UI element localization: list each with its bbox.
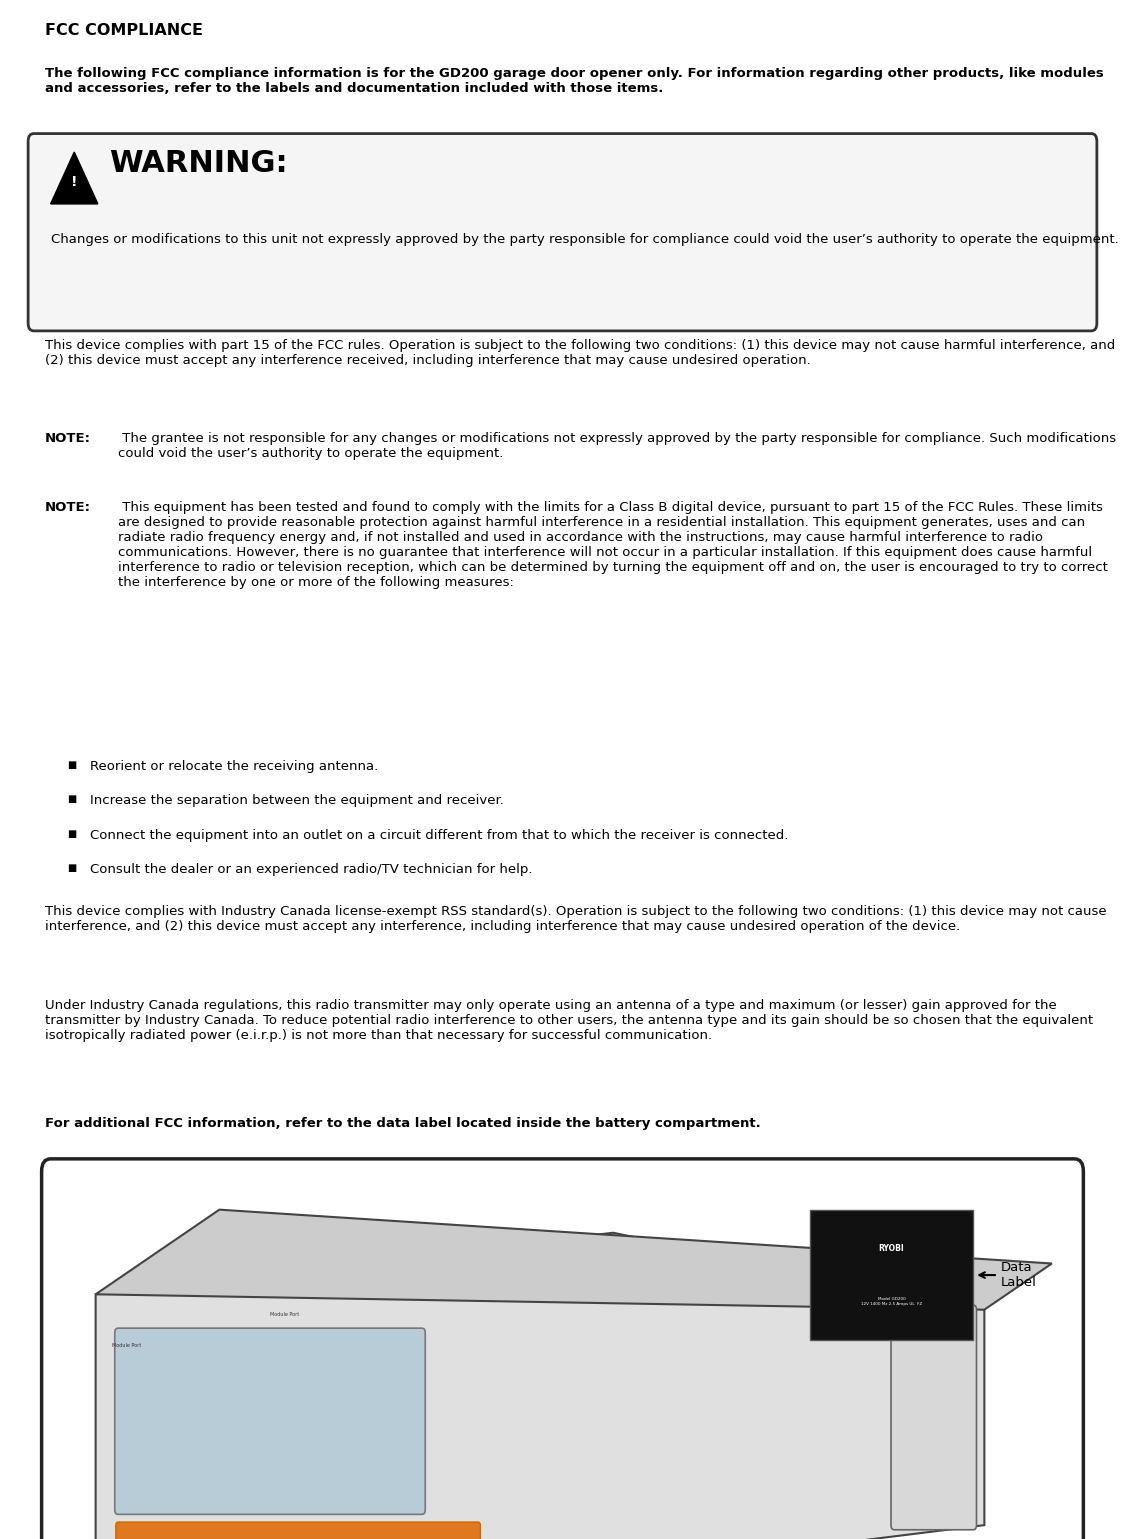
- Text: NOTE:: NOTE:: [45, 432, 91, 445]
- Text: ■: ■: [68, 863, 76, 873]
- Text: ■: ■: [68, 760, 76, 770]
- Text: Module Port: Module Port: [270, 1313, 299, 1317]
- Text: ■: ■: [68, 828, 76, 839]
- Text: Increase the separation between the equipment and receiver.: Increase the separation between the equi…: [90, 794, 504, 806]
- Polygon shape: [51, 152, 98, 205]
- Text: The grantee is not responsible for any changes or modifications not expressly ap: The grantee is not responsible for any c…: [118, 432, 1116, 460]
- Text: This device complies with part 15 of the FCC rules. Operation is subject to the : This device complies with part 15 of the…: [45, 339, 1115, 366]
- Polygon shape: [96, 1233, 984, 1539]
- Text: This equipment has been tested and found to comply with the limits for a Class B: This equipment has been tested and found…: [118, 502, 1108, 589]
- Text: Data
Label: Data Label: [1001, 1260, 1037, 1290]
- Text: Connect the equipment into an outlet on a circuit different from that to which t: Connect the equipment into an outlet on …: [90, 828, 789, 842]
- FancyBboxPatch shape: [810, 1210, 973, 1340]
- Text: FCC COMPLIANCE: FCC COMPLIANCE: [45, 23, 202, 38]
- FancyBboxPatch shape: [115, 1328, 425, 1514]
- Text: Consult the dealer or an experienced radio/TV technician for help.: Consult the dealer or an experienced rad…: [90, 863, 532, 876]
- Text: The following FCC compliance information is for the GD200 garage door opener onl: The following FCC compliance information…: [45, 68, 1104, 95]
- Text: Under Industry Canada regulations, this radio transmitter may only operate using: Under Industry Canada regulations, this …: [45, 999, 1094, 1042]
- FancyBboxPatch shape: [116, 1522, 480, 1539]
- Text: Model GD200
12V 1400 Mz 2.5 Amps UL  FZ: Model GD200 12V 1400 Mz 2.5 Amps UL FZ: [861, 1297, 922, 1305]
- Text: Module Port: Module Port: [112, 1344, 142, 1348]
- Text: This device complies with Industry Canada license-exempt RSS standard(s). Operat: This device complies with Industry Canad…: [45, 905, 1107, 933]
- Polygon shape: [96, 1210, 1052, 1310]
- Text: Changes or modifications to this unit not expressly approved by the party respon: Changes or modifications to this unit no…: [51, 232, 1118, 246]
- Text: For additional FCC information, refer to the data label located inside the batte: For additional FCC information, refer to…: [45, 1117, 760, 1130]
- FancyBboxPatch shape: [42, 1159, 1083, 1539]
- Text: WARNING:: WARNING:: [109, 149, 288, 179]
- Text: !: !: [71, 175, 78, 189]
- Text: RYOBI: RYOBI: [879, 1245, 904, 1253]
- Text: NOTE:: NOTE:: [45, 502, 91, 514]
- Text: Reorient or relocate the receiving antenna.: Reorient or relocate the receiving anten…: [90, 760, 378, 773]
- FancyBboxPatch shape: [891, 1305, 976, 1530]
- Text: ■: ■: [68, 794, 76, 803]
- FancyBboxPatch shape: [28, 134, 1097, 331]
